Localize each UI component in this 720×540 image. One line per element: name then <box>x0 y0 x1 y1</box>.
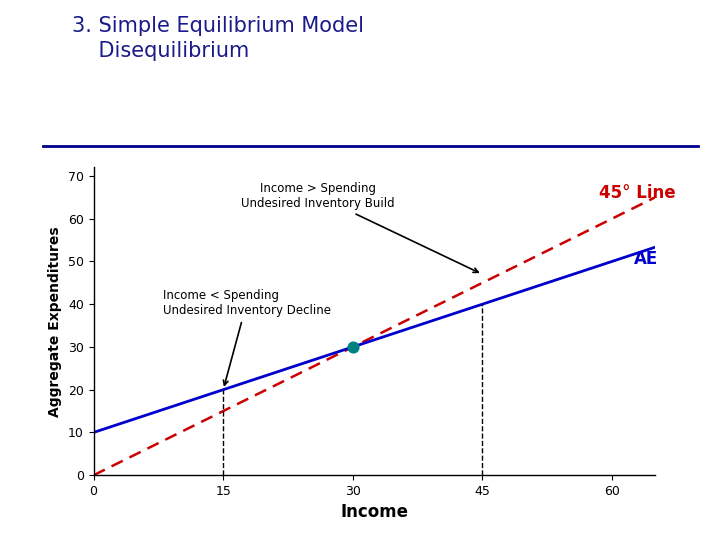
Point <box>347 343 359 352</box>
Text: Income > Spending
Undesired Inventory Build: Income > Spending Undesired Inventory Bu… <box>241 182 478 272</box>
Text: 45° Line: 45° Line <box>599 184 675 202</box>
Text: 3. Simple Equilibrium Model
    Disequilibrium: 3. Simple Equilibrium Model Disequilibri… <box>72 16 364 61</box>
Text: AE: AE <box>634 251 658 268</box>
X-axis label: Income: Income <box>341 503 408 522</box>
Y-axis label: Aggregate Expenditures: Aggregate Expenditures <box>48 226 63 417</box>
Text: Income < Spending
Undesired Inventory Decline: Income < Spending Undesired Inventory De… <box>163 289 330 385</box>
